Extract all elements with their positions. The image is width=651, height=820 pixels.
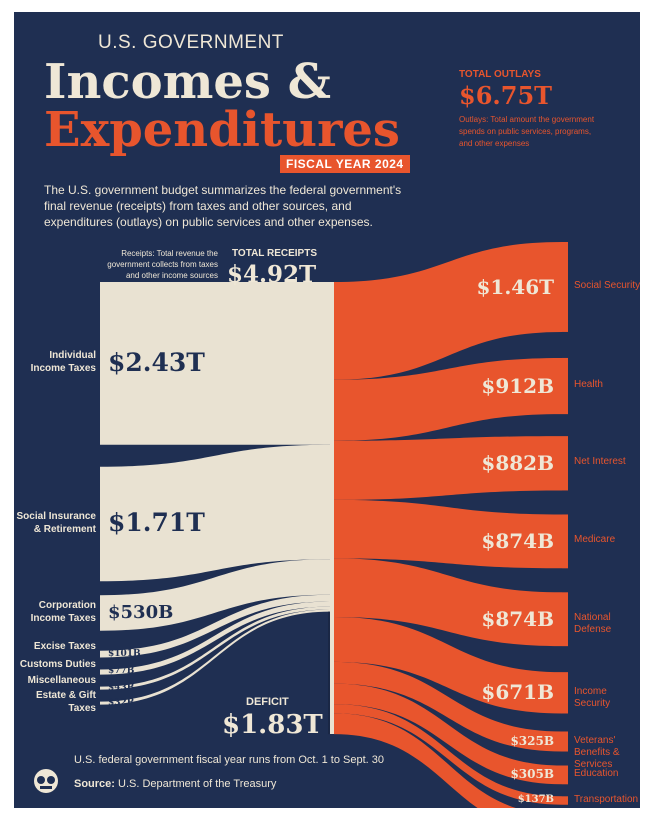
outlay-label-net-interest: Net Interest [574,456,626,468]
outlay-value-medicare: $874B [481,528,554,553]
receipt-value-individual-income-taxes: $2.43T [108,347,205,377]
outlay-label-transportation: Transportation [574,793,639,805]
kicker: U.S. GOVERNMENT [98,32,284,53]
outlay-value-social-security: $1.46T [476,274,554,299]
outlay-bar-transportation [562,796,568,805]
outlay-bar-education [562,765,568,785]
receipt-label-individual-income-taxes: Individual Income Taxes [30,350,96,375]
receipt-flow-customs-duties [100,601,330,675]
outlay-value-net-interest: $882B [481,450,554,475]
outlays-note-1: Outlays: Total amount the government [459,115,595,124]
sankey-chart [100,242,568,808]
central-bar [330,282,334,734]
receipt-label-social-insurance-retirement: Social Insurance & Retirement [16,510,96,535]
outlay-value-veterans-benefits-services: $325B [510,734,554,749]
receipt-flow-miscellaneous [100,606,330,690]
receipt-label-miscellaneous: Miscellaneous [27,675,96,687]
total-receipts-label: TOTAL RECEIPTS [232,248,318,259]
total-outlays-value: $6.75T [459,81,553,110]
outlay-flow-net-interest [334,436,562,500]
infographic-poster: U.S. GOVERNMENT Incomes & Expenditures F… [14,12,640,808]
total-outlays-label: TOTAL OUTLAYS [459,69,541,80]
outlay-flow-health [334,357,562,441]
receipt-value-estate-gift-taxes: $32B [108,697,135,708]
outlays-note-2: spends on public services, programs, [459,127,592,136]
outlay-flow-transportation [334,704,562,805]
source-label: Source: [74,778,115,790]
receipt-label-excise-taxes: Excise Taxes [33,641,96,653]
receipt-value-customs-duties: $77B [108,666,135,677]
outlay-bar-income-security [562,672,568,714]
fiscal-year-badge: FISCAL YEAR 2024 [280,155,410,173]
deficit-label: DEFICIT [246,696,289,708]
title-line-1: Incomes & [44,54,331,110]
receipt-flow-individual-income-taxes [100,282,330,445]
outlay-bar-social-security [562,242,568,332]
receipts-note-2: government collects from taxes [107,260,218,269]
publisher-logo-icon [32,768,60,794]
receipt-label-customs-duties: Customs Duties [19,659,96,671]
receipt-value-social-insurance-retirement: $1.71T [108,508,205,538]
receipt-flow-social-insurance-retirement [100,444,330,582]
outlay-value-income-security: $671B [481,680,554,705]
intro-line-3: expenditures (outlays) on public service… [44,215,373,229]
source-line: Source: U.S. Department of the Treasury [74,778,276,790]
outlay-bar-national-defense [562,592,568,647]
outlay-label-income-security: Income Security [574,685,611,709]
source-value: U.S. Department of the Treasury [118,778,277,790]
receipts-note-1: Receipts: Total revenue the [121,249,218,258]
outlay-flow-income-security [334,616,562,714]
receipt-flow-excise-taxes [100,594,330,658]
receipts-note-3: and other income sources [125,271,218,280]
outlay-label-medicare: Medicare [574,534,616,546]
outlay-value-health: $912B [481,373,554,398]
title-line-2: Expenditures [44,102,400,158]
footer-note: U.S. federal government fiscal year runs… [74,754,384,766]
receipt-value-miscellaneous: $43B [108,682,135,693]
outlays-note-3: and other expenses [459,139,530,148]
receipt-value-excise-taxes: $101B [108,648,141,659]
outlay-flow-social-security [334,242,562,380]
receipt-label-corporation-income-taxes: Corporation Income Taxes [30,599,96,624]
outlay-bar-net-interest [562,436,568,491]
outlay-label-national-defense: National Defense [574,612,612,636]
receipt-flow-corporation-income-taxes [100,559,330,631]
outlay-label-education: Education [574,767,619,779]
outlay-label-social-security: Social Security [574,279,640,291]
outlay-bar-health [562,357,568,415]
outlay-flow-other [334,713,516,808]
outlay-value-transportation: $137B [517,794,554,806]
outlay-label-veterans-benefits-services: Veterans' Benefits & Services [574,734,620,770]
outlay-label-health: Health [574,379,603,391]
total-receipts-value: $4.92T [227,261,317,288]
intro-line-1: The U.S. government budget summarizes th… [44,183,402,197]
outlay-flow-education [334,683,562,785]
outlay-value-education: $305B [510,767,554,782]
deficit-value: $1.83T [222,710,323,740]
outlay-flow-veterans-benefits-services [334,661,562,752]
receipt-value-corporation-income-taxes: $530B [108,601,174,623]
receipt-label-estate-gift-taxes: Estate & Gift Taxes [35,690,96,715]
outlay-flow-medicare [334,499,562,569]
flow-layer [100,242,568,808]
outlay-flow-national-defense [334,558,562,647]
outlay-value-national-defense: $874B [481,606,554,631]
outlay-bar-medicare [562,514,568,569]
receipt-flow-estate-gift-taxes [100,609,330,705]
intro-line-2: final revenue (receipts) from taxes and … [44,199,352,213]
outlay-bar-veterans-benefits-services [562,731,568,752]
